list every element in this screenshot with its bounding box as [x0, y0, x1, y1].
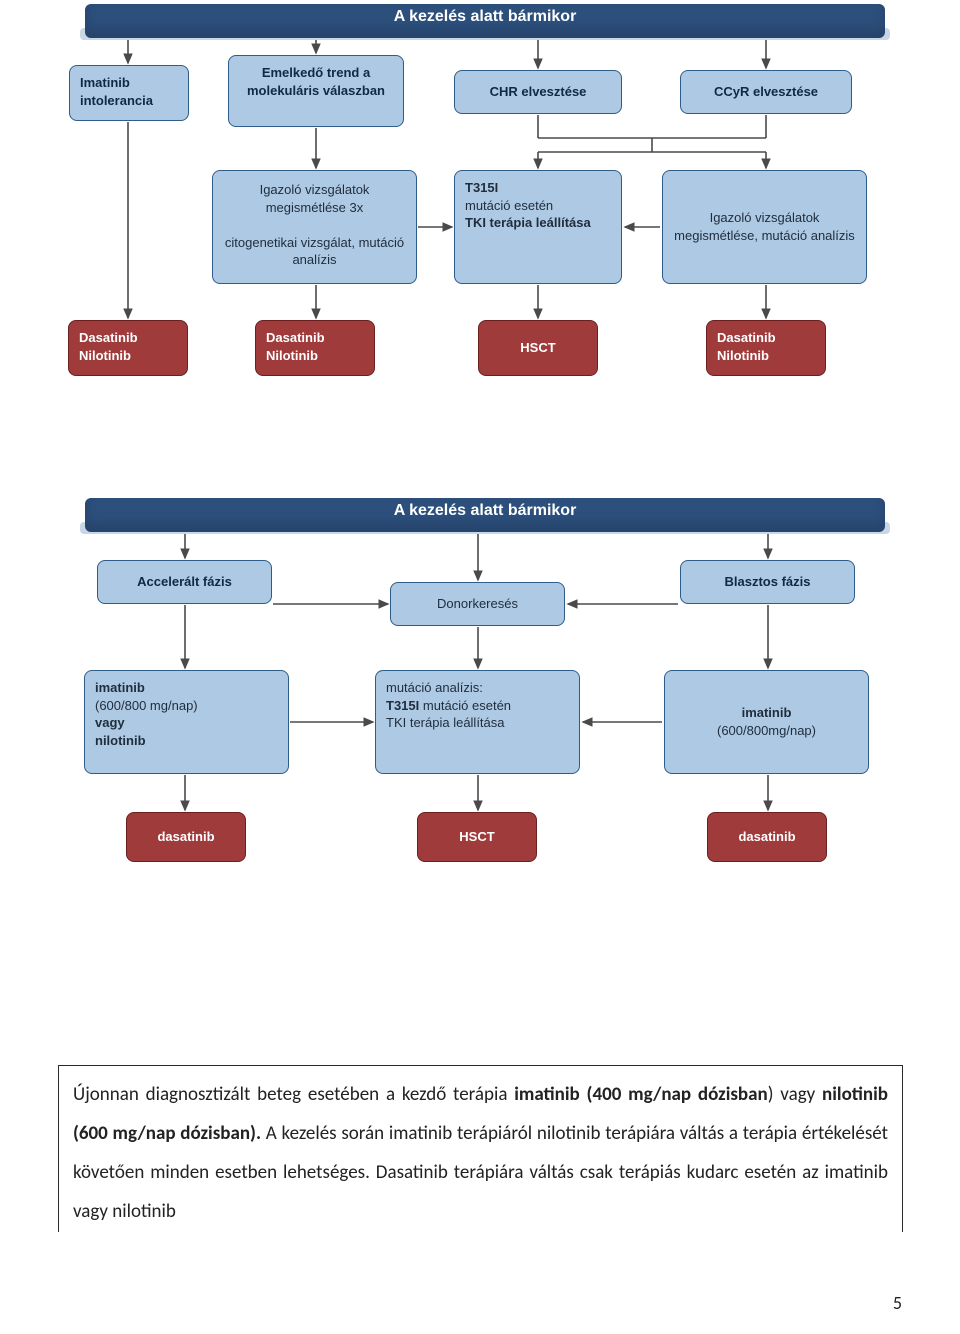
d2-r3-r1: dasatinib — [126, 812, 246, 862]
line1: Dasatinib — [266, 330, 325, 345]
line2a: T315I — [386, 698, 419, 713]
label: dasatinib — [157, 828, 214, 846]
label: HSCT — [520, 339, 555, 357]
label: CCyR elvesztése — [714, 83, 818, 101]
line2b: mutáció esetén — [423, 698, 511, 713]
line2: Nilotinib — [79, 348, 131, 363]
label: dasatinib — [738, 828, 795, 846]
d2-r2-n2: mutáció analízis: T315I mutáció esetén T… — [375, 670, 580, 774]
d1-r2-n4: Igazoló vizsgálatok megismétlése, mutáci… — [662, 170, 867, 284]
line1: imatinib — [95, 680, 145, 695]
line2: citogenetikai vizsgálat, mutáció analízi… — [225, 235, 404, 268]
line3: vagy — [95, 715, 125, 730]
d2-r1-n3: Blasztos fázis — [680, 560, 855, 604]
d2-header: A kezelés alatt bármikor — [85, 498, 885, 532]
line1: Igazoló vizsgálatok megismétlése 3x — [260, 182, 370, 215]
t1: Újonnan diagnosztizált beteg esetében a … — [73, 1083, 514, 1106]
d1-r3-r3: HSCT — [478, 320, 598, 376]
line3: TKI terápia leállítása — [386, 715, 505, 730]
label: Emelkedő trend a molekuláris válaszban — [247, 65, 385, 98]
d2-r1-n2: Donorkeresés — [390, 582, 565, 626]
line1: imatinib — [742, 704, 792, 722]
d1-r1-n1: Imatinib intolerancia — [69, 65, 189, 121]
d2-r3-r2: HSCT — [417, 812, 537, 862]
d1-r3-r4: Dasatinib Nilotinib — [706, 320, 826, 376]
paragraph-box: Újonnan diagnosztizált beteg esetében a … — [58, 1065, 903, 1232]
label: Imatinib intolerancia — [80, 75, 153, 108]
d2-r2-n3: imatinib (600/800mg/nap) — [664, 670, 869, 774]
page-number: 5 — [893, 1292, 902, 1314]
label: Donorkeresés — [437, 595, 518, 613]
label: Blasztos fázis — [725, 573, 811, 591]
d2-r2-n1: imatinib (600/800 mg/nap) vagy nilotinib — [84, 670, 289, 774]
line1: Dasatinib — [717, 330, 776, 345]
line4: nilotinib — [95, 733, 146, 748]
line1: mutáció analízis: — [386, 680, 483, 695]
label: Igazoló vizsgálatok megismétlése, mutáci… — [673, 209, 856, 244]
d1-header: A kezelés alatt bármikor — [85, 4, 885, 38]
d1-r1-n3: CHR elvesztése — [454, 70, 622, 114]
d1-r1-n4: CCyR elvesztése — [680, 70, 852, 114]
line2: Nilotinib — [266, 348, 318, 363]
t2: ) vagy — [768, 1083, 822, 1106]
line1: Dasatinib — [79, 330, 138, 345]
line2: (600/800 mg/nap) — [95, 698, 198, 713]
label: CHR elvesztése — [490, 83, 587, 101]
label: Accelerált fázis — [137, 573, 232, 591]
d1-r3-r1: Dasatinib Nilotinib — [68, 320, 188, 376]
d2-r3-r3: dasatinib — [707, 812, 827, 862]
line2: (600/800mg/nap) — [717, 722, 816, 740]
d1-r3-r2: Dasatinib Nilotinib — [255, 320, 375, 376]
label: HSCT — [459, 828, 494, 846]
b1: imatinib (400 mg/nap dózisban — [514, 1083, 767, 1106]
d1-r2-n3: T315I mutáció esetén TKI terápia leállít… — [454, 170, 622, 284]
line1: T315I — [465, 180, 498, 195]
d2-r1-n1: Accelerált fázis — [97, 560, 272, 604]
line3: TKI terápia leállítása — [465, 215, 591, 230]
d1-r2-n2: Igazoló vizsgálatok megismétlése 3x cito… — [212, 170, 417, 284]
line2: mutáció esetén — [465, 198, 553, 213]
d1-r1-n2: Emelkedő trend a molekuláris válaszban — [228, 55, 404, 127]
line2: Nilotinib — [717, 348, 769, 363]
